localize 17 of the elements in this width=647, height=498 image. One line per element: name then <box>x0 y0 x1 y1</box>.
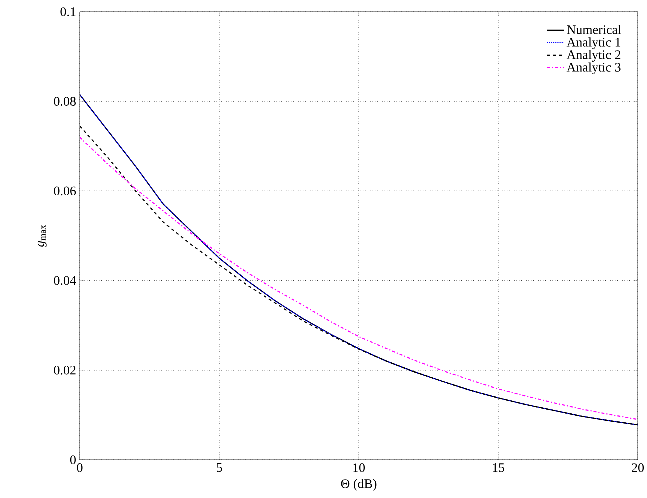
legend-label: Analytic 3 <box>566 62 621 75</box>
y-tick-label: 0.1 <box>60 8 76 16</box>
legend-label: Analytic 2 <box>566 50 621 62</box>
x-tick-label: 5 <box>217 464 222 472</box>
legend-label: Numerical <box>567 25 622 34</box>
y-tick-label: 0 <box>70 456 76 464</box>
x-tick-label: 0 <box>77 464 83 472</box>
y-tick-label: 0.04 <box>54 276 76 286</box>
x-axis-title: Θ (dB) <box>341 479 377 491</box>
y-axis-title: g$_{max}$ <box>38 225 47 248</box>
x-tick-label: 15 <box>493 464 504 472</box>
y-tick-label: 0.06 <box>54 186 76 196</box>
legend-label: Analytic 1 <box>566 38 621 50</box>
x-tick-label: 10 <box>354 464 366 472</box>
y-tick-label: 0.02 <box>54 366 76 375</box>
x-tick-label: 20 <box>632 464 644 472</box>
y-tick-label: 0.08 <box>54 97 76 106</box>
